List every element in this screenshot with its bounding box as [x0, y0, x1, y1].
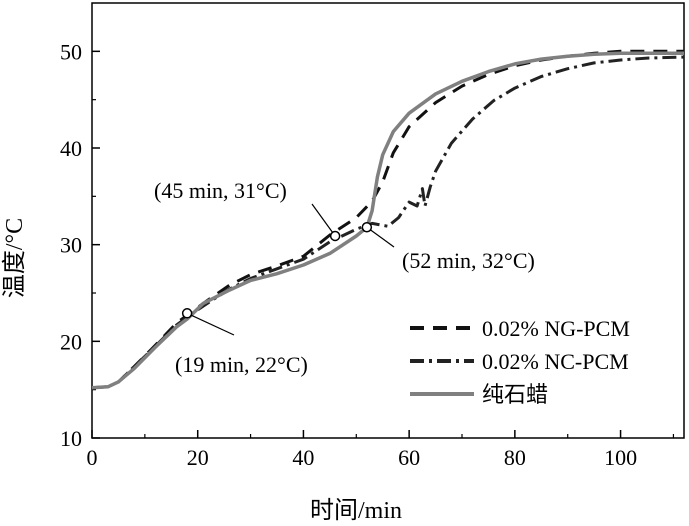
legend-label-paraffin: 纯石蜡 — [482, 382, 548, 407]
plot-frame — [91, 2, 685, 439]
x-tick-label: 20 — [187, 445, 209, 470]
x-axis-title: 时间/min — [310, 497, 402, 524]
series-lines — [91, 49, 685, 390]
annotations: (45 min, 31°C) (52 min, 32°C) (19 min, 22°… — [154, 178, 535, 377]
annotation-marker — [181, 308, 193, 319]
y-tick-label: 30 — [60, 233, 82, 258]
legend-label-ng: 0.02% NG-PCM — [482, 316, 630, 341]
annotation-label: (52 min, 32°C) — [402, 248, 535, 273]
legend: 0.02% NG-PCM 0.02% NC-PCM 纯石蜡 — [410, 316, 630, 407]
annotation-leader — [186, 312, 235, 336]
annotation-marker — [361, 222, 373, 233]
legend-label-nc: 0.02% NC-PCM — [482, 349, 629, 374]
y-tick-label: 40 — [60, 136, 82, 161]
annotation-marker — [329, 230, 341, 242]
x-tick-label: 40 — [292, 445, 314, 470]
y-tick-labels: 10 20 30 40 50 — [60, 39, 82, 451]
y-tick-label: 20 — [60, 329, 82, 354]
y-tick-label: 10 — [60, 426, 82, 451]
y-tick-label: 50 — [60, 39, 82, 64]
x-tick-label: 80 — [504, 445, 526, 470]
annotation-label: (19 min, 22°C) — [175, 352, 308, 377]
annotation-label: (45 min, 31°C) — [154, 178, 287, 203]
x-tick-label: 0 — [87, 445, 98, 470]
axis-ticks — [91, 50, 675, 439]
y-axis-title: 温度/°C — [1, 218, 28, 298]
x-tick-label: 60 — [398, 445, 420, 470]
annotation-leader — [311, 203, 336, 237]
series-line-2 — [91, 51, 684, 390]
annotation-leader — [366, 226, 395, 248]
x-tick-label: 100 — [604, 445, 637, 470]
x-tick-labels: 0 20 40 60 80 100 — [87, 445, 638, 470]
